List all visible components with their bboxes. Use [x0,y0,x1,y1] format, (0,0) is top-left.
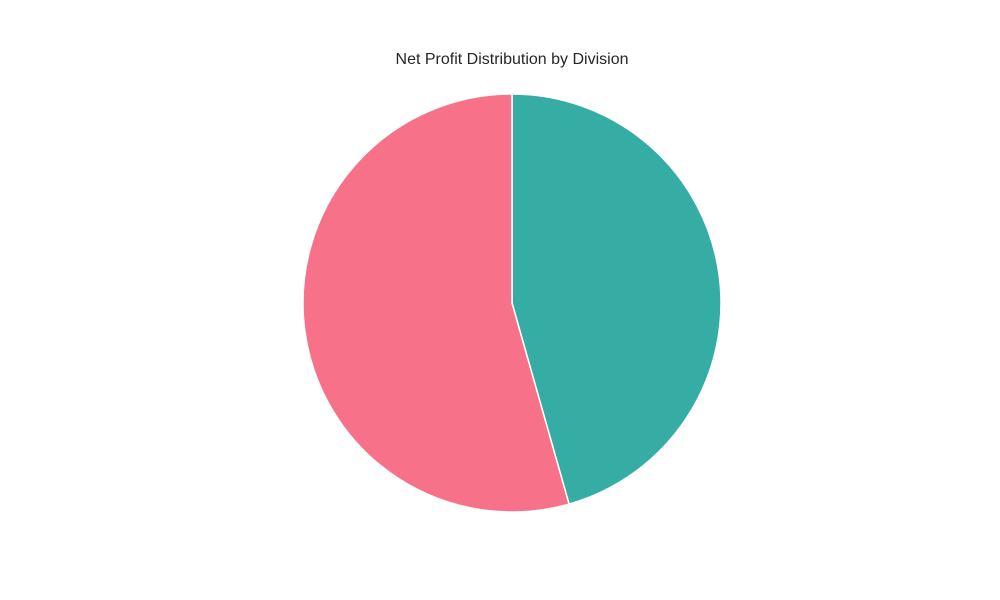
chart-title: Net Profit Distribution by Division [396,51,629,68]
pie-slice-2 [302,93,570,513]
pie-slice-1 [511,93,722,505]
pie-slices [302,93,722,513]
